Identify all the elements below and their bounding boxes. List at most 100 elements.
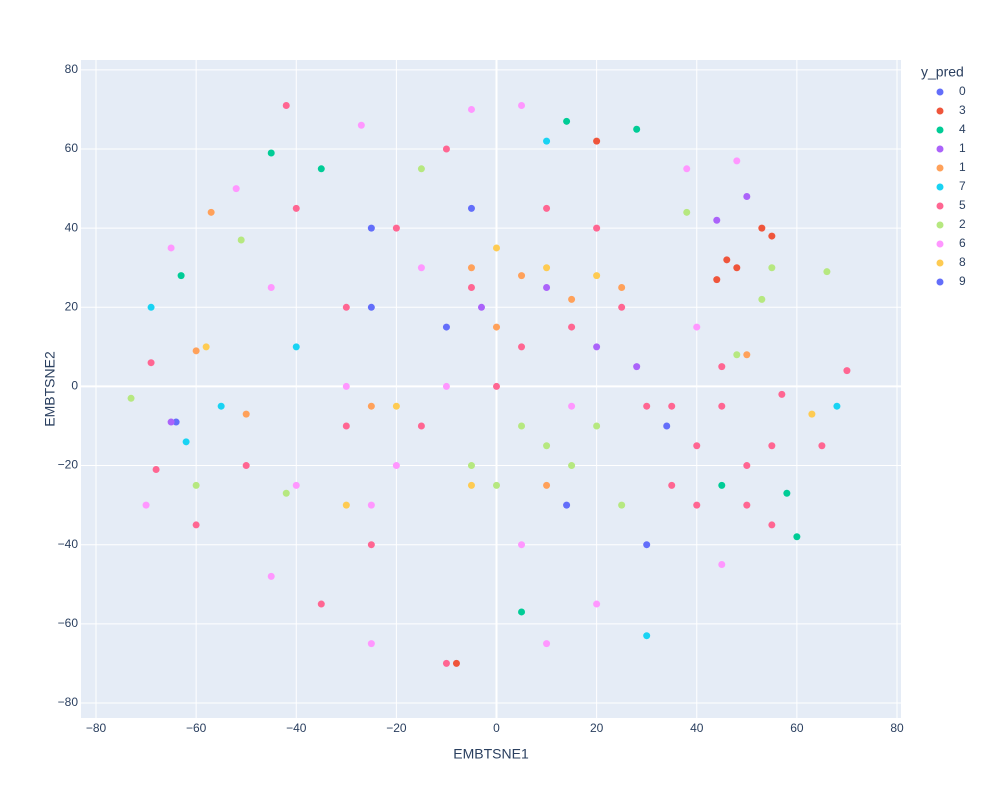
point: [833, 402, 841, 410]
point: [267, 149, 275, 157]
legend-marker: [936, 126, 944, 134]
legend-label: 7: [959, 179, 966, 193]
legend-label: 8: [959, 255, 966, 269]
point: [392, 462, 400, 470]
point: [202, 343, 210, 351]
point: [633, 363, 641, 371]
point: [282, 102, 290, 110]
point: [467, 481, 475, 489]
point: [342, 422, 350, 430]
point: [618, 501, 626, 509]
point: [357, 121, 365, 129]
x-tick-label: 40: [690, 721, 704, 735]
legend-label: 1: [959, 141, 966, 155]
legend-marker: [936, 202, 944, 210]
point: [232, 185, 240, 193]
point: [452, 659, 460, 667]
legend-marker: [936, 145, 944, 153]
point: [493, 481, 501, 489]
point: [743, 351, 751, 359]
point: [342, 382, 350, 390]
point: [192, 347, 200, 355]
point: [167, 418, 175, 426]
point: [718, 402, 726, 410]
point: [718, 363, 726, 371]
point: [543, 264, 551, 272]
legend-marker: [936, 164, 944, 172]
point: [718, 560, 726, 568]
legend-label: 6: [959, 236, 966, 250]
point: [818, 442, 826, 450]
point: [713, 276, 721, 284]
point: [693, 323, 701, 331]
y-tick-label: −20: [58, 458, 79, 472]
point: [467, 105, 475, 113]
legend-marker: [936, 259, 944, 267]
point: [593, 137, 601, 145]
legend-marker: [936, 221, 944, 229]
x-tick-label: −40: [286, 721, 307, 735]
point: [292, 204, 300, 212]
x-tick-label: 80: [890, 721, 904, 735]
point: [367, 541, 375, 549]
point: [808, 410, 816, 418]
point: [718, 481, 726, 489]
y-tick-label: 20: [65, 299, 79, 313]
point: [207, 208, 215, 216]
point: [543, 442, 551, 450]
point: [793, 533, 801, 541]
point: [442, 382, 450, 390]
y-axis-title: EMBTSNE2: [42, 351, 58, 427]
point: [768, 442, 776, 450]
point: [733, 264, 741, 272]
point: [292, 481, 300, 489]
legend-marker: [936, 107, 944, 115]
point: [768, 264, 776, 272]
point: [568, 295, 576, 303]
y-tick-label: −80: [58, 695, 79, 709]
point: [543, 640, 551, 648]
point: [167, 244, 175, 252]
point: [668, 481, 676, 489]
point: [693, 501, 701, 509]
point: [568, 462, 576, 470]
x-tick-label: −60: [186, 721, 207, 735]
point: [643, 541, 651, 549]
point: [543, 137, 551, 145]
point: [317, 600, 325, 608]
legend-title: y_pred: [921, 64, 964, 80]
legend-label: 5: [959, 198, 966, 212]
x-tick-label: −20: [386, 721, 407, 735]
point: [467, 264, 475, 272]
point: [783, 489, 791, 497]
point: [147, 359, 155, 367]
legend-label: 3: [959, 103, 966, 117]
point: [593, 272, 601, 280]
point: [217, 402, 225, 410]
point: [518, 343, 526, 351]
point: [518, 272, 526, 280]
point: [467, 204, 475, 212]
point: [442, 145, 450, 153]
point: [518, 102, 526, 110]
point: [618, 284, 626, 292]
point: [493, 382, 501, 390]
point: [518, 422, 526, 430]
point: [743, 193, 751, 201]
legend-label: 9: [959, 274, 966, 288]
y-tick-label: −40: [58, 537, 79, 551]
point: [442, 659, 450, 667]
point: [367, 303, 375, 311]
point: [192, 521, 200, 529]
point: [367, 224, 375, 232]
point: [618, 303, 626, 311]
point: [563, 501, 571, 509]
point: [242, 410, 250, 418]
point: [543, 481, 551, 489]
point: [267, 284, 275, 292]
point: [743, 501, 751, 509]
point: [518, 541, 526, 549]
point: [713, 216, 721, 224]
